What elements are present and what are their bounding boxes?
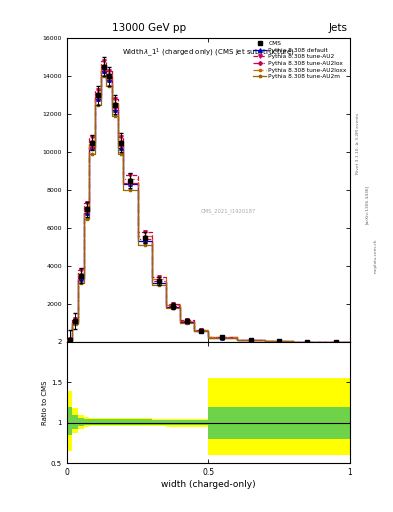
- Text: Jets: Jets: [329, 23, 348, 33]
- Text: 13000 GeV pp: 13000 GeV pp: [112, 23, 186, 33]
- Text: Rivet 3.1.10, ≥ 3.2M events: Rivet 3.1.10, ≥ 3.2M events: [356, 113, 360, 174]
- Y-axis label: $\frac{1}{\mathrm{N}}\,\frac{\mathrm{d}^2N}{\mathrm{d}\,p\,\mathrm{d}\,\lambda}$: $\frac{1}{\mathrm{N}}\,\frac{\mathrm{d}^…: [0, 179, 1, 201]
- Text: [arXiv:1306.3436]: [arXiv:1306.3436]: [365, 185, 369, 224]
- X-axis label: width (charged-only): width (charged-only): [161, 480, 255, 489]
- Text: mcplots.cern.ch: mcplots.cern.ch: [373, 239, 377, 273]
- Legend: CMS, Pythia 8.308 default, Pythia 8.308 tune-AU2, Pythia 8.308 tune-AU2lox, Pyth: CMS, Pythia 8.308 default, Pythia 8.308 …: [252, 40, 348, 80]
- Text: Width$\,\lambda\_1^1$ (charged only) (CMS jet substructure): Width$\,\lambda\_1^1$ (charged only) (CM…: [122, 46, 295, 59]
- Y-axis label: Ratio to CMS: Ratio to CMS: [42, 380, 48, 425]
- Text: CMS_2021_I1920187: CMS_2021_I1920187: [200, 208, 256, 214]
